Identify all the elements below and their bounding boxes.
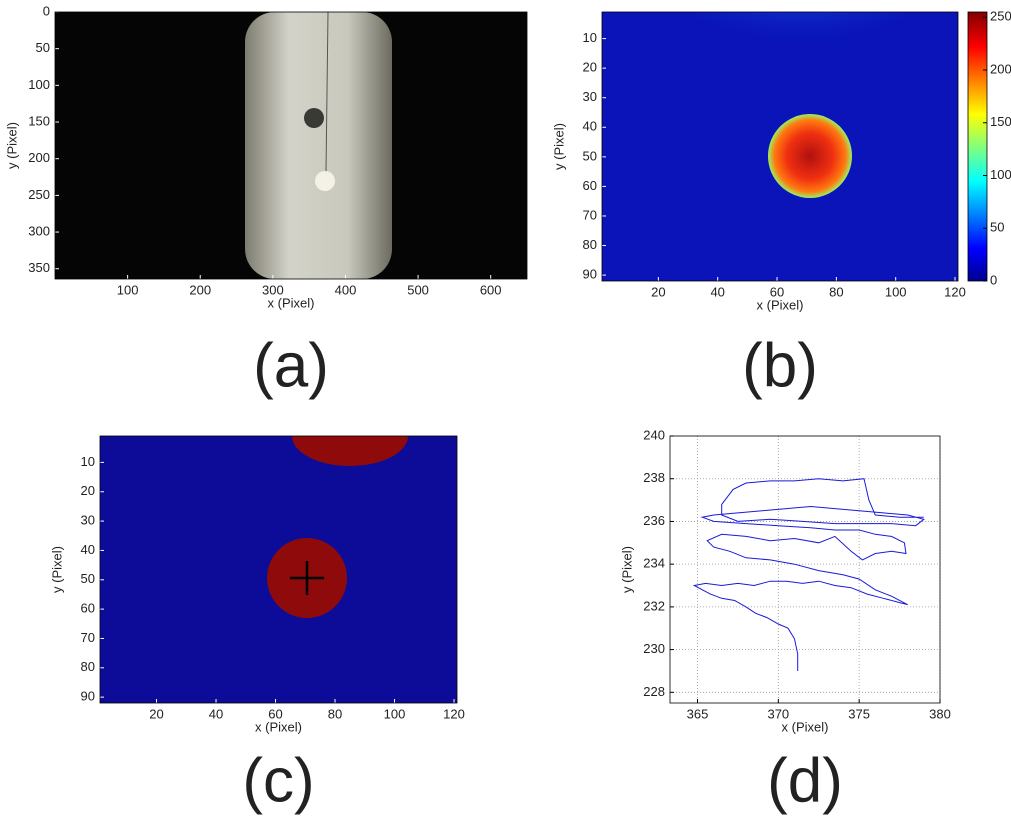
axes-frame [669,435,941,704]
y-tick-label: 90 [81,689,95,704]
y-tick-label: 60 [81,601,95,616]
x-tick-label: 80 [829,284,843,299]
panel-caption: (a) [253,331,329,400]
y-axis-label: y (Pixel) [619,546,634,593]
y-tick-label: 30 [81,513,95,528]
y-tick-label: 230 [643,641,665,656]
colorbar-tick-label: 50 [990,220,1004,235]
x-tick-label: 120 [443,706,465,721]
x-tick-label: 200 [189,282,211,297]
x-axis-label: x (Pixel) [782,719,829,734]
x-tick-label: 40 [710,284,724,299]
photo [55,11,527,279]
x-tick-label: 60 [770,284,784,299]
y-tick-label: 20 [81,483,95,498]
y-tick-label: 10 [81,454,95,469]
y-tick-label: 30 [583,89,597,104]
y-tick-label: 80 [81,659,95,674]
x-tick-label: 600 [480,282,502,297]
x-tick-label: 120 [944,284,966,299]
x-tick-label: 365 [687,706,709,721]
y-tick-label: 228 [643,684,665,699]
x-tick-label: 400 [335,282,357,297]
x-tick-label: 300 [262,282,284,297]
y-tick-label: 238 [643,470,665,485]
y-tick-label: 240 [643,427,665,442]
y-tick-label: 90 [583,267,597,282]
y-tick-label: 20 [583,60,597,75]
x-tick-label: 100 [885,284,907,299]
axes-frame [601,11,959,282]
y-tick-label: 80 [583,237,597,252]
x-tick-label: 20 [651,284,665,299]
panel-caption: (d) [767,746,843,815]
panel-caption: (c) [242,746,314,815]
colorbar-tick-label: 250 [990,9,1011,24]
colorbar-tick-label: 150 [990,114,1011,129]
x-tick-label: 80 [328,706,342,721]
heatmap-image [602,12,958,281]
y-tick-label: 100 [28,77,50,92]
y-tick-label: 232 [643,598,665,613]
y-axis-label: y (Pixel) [4,122,19,169]
colorbar-tick-label: 100 [990,167,1011,182]
y-tick-label: 300 [28,223,50,238]
y-tick-label: 150 [28,113,50,128]
y-tick-label: 40 [81,542,95,557]
y-tick-label: 50 [583,148,597,163]
y-axis-label: y (Pixel) [551,123,566,170]
x-tick-label: 500 [407,282,429,297]
axes-frame [54,11,528,280]
x-tick-label: 380 [929,706,951,721]
trajectory [692,478,925,671]
x-tick-label: 375 [848,706,870,721]
x-tick-label: 100 [117,282,139,297]
y-tick-label: 70 [583,207,597,222]
x-axis-label: x (Pixel) [757,297,804,312]
x-tick-label: 60 [268,706,282,721]
y-axis-label: y (Pixel) [49,546,64,593]
panel-caption: (b) [742,331,818,400]
binary-image [100,436,457,703]
colorbar-tick-label: 0 [990,272,997,287]
axes-frame [99,435,458,704]
x-tick-label: 40 [209,706,223,721]
y-tick-label: 50 [36,40,50,55]
y-tick-label: 350 [28,260,50,275]
x-axis-label: x (Pixel) [255,719,302,734]
y-tick-label: 236 [643,513,665,528]
y-tick-label: 40 [583,119,597,134]
y-tick-label: 10 [583,30,597,45]
colorbar [967,11,988,282]
x-tick-label: 370 [767,706,789,721]
y-tick-label: 70 [81,630,95,645]
x-tick-label: 20 [149,706,163,721]
y-tick-label: 60 [583,178,597,193]
y-tick-label: 50 [81,571,95,586]
y-tick-label: 0 [43,3,50,18]
plot-background [670,436,940,703]
x-tick-label: 100 [384,706,406,721]
y-tick-label: 250 [28,187,50,202]
y-tick-label: 200 [28,150,50,165]
x-axis-label: x (Pixel) [268,295,315,310]
y-tick-label: 234 [643,556,665,571]
colorbar-tick-label: 200 [990,61,1011,76]
